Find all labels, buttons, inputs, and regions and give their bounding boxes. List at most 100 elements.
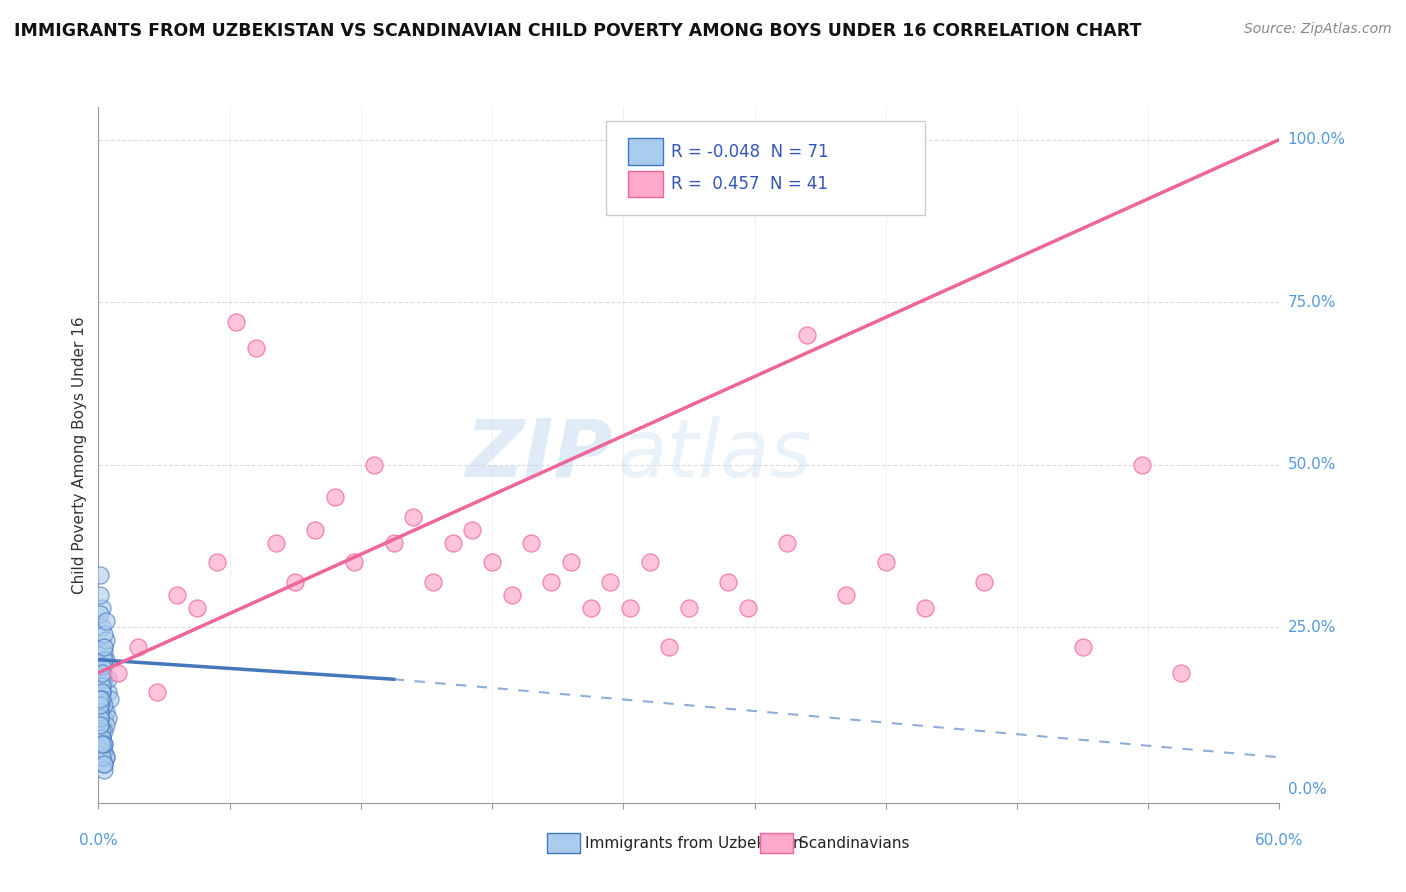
Point (914, 600, 936, 615)
Point (382, 535, 405, 549)
Point (89, 705, 111, 719)
Point (107, 665, 129, 680)
Point (91, 600, 114, 615)
Point (225, 315, 247, 329)
Point (91, 737, 114, 751)
Text: Source: ZipAtlas.com: Source: ZipAtlas.com (1244, 22, 1392, 37)
Point (973, 574, 995, 589)
Point (93, 698, 115, 713)
Point (343, 555, 366, 569)
Point (186, 600, 208, 615)
Text: Immigrants from Uzbekistan: Immigrants from Uzbekistan (585, 836, 803, 851)
Point (93, 724, 115, 739)
Point (91, 685, 114, 699)
Point (875, 555, 897, 569)
Point (619, 600, 641, 615)
Point (579, 600, 602, 615)
Point (91, 744, 114, 758)
Text: R = -0.048  N = 71: R = -0.048 N = 71 (671, 143, 830, 161)
Bar (759, 833, 793, 853)
Point (93, 764, 115, 778)
Point (89, 665, 111, 680)
Point (304, 523, 326, 537)
Point (737, 600, 759, 615)
Point (599, 574, 621, 589)
Point (89, 724, 111, 739)
Point (323, 490, 346, 504)
Point (89, 711, 111, 725)
Point (91, 698, 114, 713)
Point (93, 711, 115, 725)
Text: 75.0%: 75.0% (1288, 294, 1336, 310)
Point (422, 574, 444, 589)
Point (1130, 458, 1153, 472)
Point (91, 679, 114, 693)
Point (540, 574, 562, 589)
Point (520, 535, 543, 549)
Point (97, 685, 120, 699)
Point (91, 744, 114, 758)
Point (91, 620, 114, 634)
Point (93, 626, 115, 640)
Point (96, 653, 118, 667)
Point (91, 659, 114, 673)
Point (441, 535, 464, 549)
Point (93, 756, 115, 771)
Point (89, 718, 111, 732)
Bar (627, 138, 664, 165)
Point (96, 705, 118, 719)
Point (89, 724, 111, 739)
Point (678, 600, 700, 615)
Point (97, 672, 120, 686)
Point (91, 691, 114, 706)
Text: Scandinavians: Scandinavians (799, 836, 910, 851)
Point (93, 756, 115, 771)
Point (264, 535, 287, 549)
Point (89, 698, 111, 713)
Point (89, 698, 111, 713)
Point (638, 555, 661, 569)
Point (98, 691, 121, 706)
Point (658, 640, 681, 654)
Point (93, 737, 115, 751)
Point (560, 555, 582, 569)
Point (97, 711, 120, 725)
Point (91, 665, 114, 680)
Point (93, 640, 115, 654)
Text: 25.0%: 25.0% (1288, 620, 1336, 635)
Point (501, 588, 523, 602)
Point (776, 535, 799, 549)
Point (146, 685, 169, 699)
Point (89, 691, 111, 706)
Point (89, 718, 111, 732)
Point (89, 711, 111, 725)
Point (402, 509, 425, 524)
Text: atlas: atlas (619, 416, 813, 494)
Point (93, 646, 115, 660)
Point (91, 679, 114, 693)
Y-axis label: Child Poverty Among Boys Under 16: Child Poverty Among Boys Under 16 (72, 316, 87, 594)
Text: ZIP: ZIP (465, 416, 612, 494)
FancyBboxPatch shape (606, 121, 925, 215)
Point (835, 588, 858, 602)
Text: 0.0%: 0.0% (1288, 782, 1326, 797)
Text: IMMIGRANTS FROM UZBEKISTAN VS SCANDINAVIAN CHILD POVERTY AMONG BOYS UNDER 16 COR: IMMIGRANTS FROM UZBEKISTAN VS SCANDINAVI… (14, 22, 1142, 40)
Point (481, 555, 503, 569)
Point (205, 555, 228, 569)
Point (91, 724, 114, 739)
Point (166, 588, 188, 602)
Point (91, 750, 114, 764)
Point (96, 750, 118, 764)
Text: R =  0.457  N = 41: R = 0.457 N = 41 (671, 175, 828, 194)
Text: 100.0%: 100.0% (1288, 132, 1346, 147)
Point (89, 568, 111, 582)
Point (93, 672, 115, 686)
Point (89, 705, 111, 719)
Text: 0.0%: 0.0% (79, 833, 118, 848)
Point (89, 718, 111, 732)
Point (89, 691, 111, 706)
Point (461, 523, 484, 537)
Point (93, 737, 115, 751)
Point (91, 737, 114, 751)
Bar (547, 833, 581, 853)
